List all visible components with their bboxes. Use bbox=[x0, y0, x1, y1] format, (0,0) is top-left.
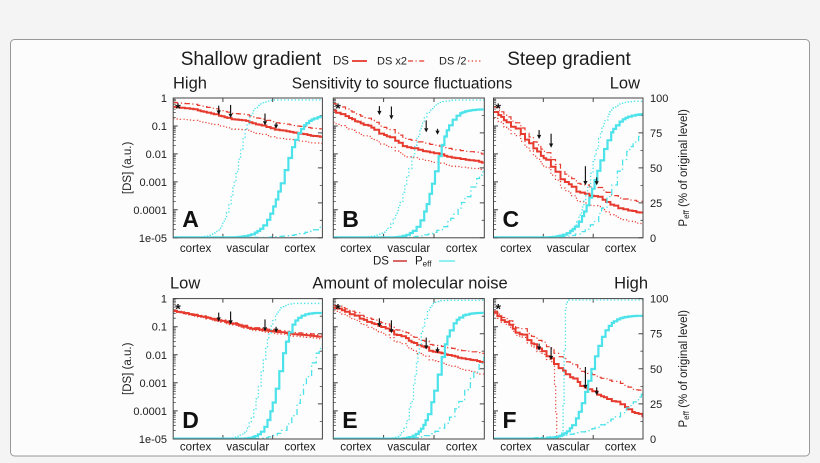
svg-text:Peff (% of original level): Peff (% of original level) bbox=[678, 109, 691, 227]
svg-text:1e-05: 1e-05 bbox=[139, 434, 167, 446]
svg-text:DS x2: DS x2 bbox=[377, 56, 407, 68]
svg-text:0: 0 bbox=[650, 233, 656, 245]
svg-text:Amount of molecular noise: Amount of molecular noise bbox=[312, 275, 507, 293]
svg-text:Steep gradient: Steep gradient bbox=[507, 49, 631, 70]
svg-text:0.0001: 0.0001 bbox=[133, 406, 167, 418]
svg-text:25: 25 bbox=[650, 399, 662, 411]
svg-text:0.01: 0.01 bbox=[146, 350, 167, 362]
svg-text:cortex: cortex bbox=[180, 441, 212, 453]
svg-text:vascular: vascular bbox=[387, 441, 430, 453]
svg-text:cortex: cortex bbox=[180, 243, 212, 255]
svg-text:*: * bbox=[496, 100, 502, 116]
svg-text:A: A bbox=[182, 206, 199, 232]
svg-text:High: High bbox=[614, 275, 648, 293]
svg-text:50: 50 bbox=[650, 364, 662, 376]
svg-text:Peff: Peff bbox=[415, 256, 432, 269]
svg-text:cortex: cortex bbox=[340, 441, 372, 453]
svg-text:DS /2: DS /2 bbox=[439, 56, 467, 68]
svg-text:DS: DS bbox=[373, 256, 389, 268]
svg-text:vascular: vascular bbox=[547, 243, 590, 255]
svg-text:cortex: cortex bbox=[340, 243, 372, 255]
svg-text:cortex: cortex bbox=[500, 243, 532, 255]
svg-text:75: 75 bbox=[650, 128, 662, 140]
svg-text:Low: Low bbox=[610, 75, 640, 93]
svg-text:cortex: cortex bbox=[446, 243, 478, 255]
svg-text:0: 0 bbox=[650, 434, 656, 446]
svg-text:cortex: cortex bbox=[605, 441, 637, 453]
svg-text:100: 100 bbox=[650, 93, 668, 105]
svg-text:[DS] (a.u.): [DS] (a.u.) bbox=[122, 142, 134, 195]
svg-text:cortex: cortex bbox=[605, 243, 637, 255]
svg-text:DS: DS bbox=[333, 56, 349, 68]
svg-text:*: * bbox=[175, 100, 181, 116]
svg-text:0.1: 0.1 bbox=[152, 322, 167, 334]
svg-text:vascular: vascular bbox=[387, 243, 430, 255]
svg-text:*: * bbox=[175, 301, 181, 317]
svg-text:vascular: vascular bbox=[226, 243, 269, 255]
svg-text:0.001: 0.001 bbox=[139, 177, 167, 189]
svg-text:1: 1 bbox=[161, 93, 167, 105]
svg-text:cortex: cortex bbox=[284, 441, 316, 453]
svg-text:Peff (% of original level): Peff (% of original level) bbox=[678, 310, 691, 428]
svg-text:75: 75 bbox=[650, 329, 662, 341]
svg-text:1: 1 bbox=[161, 294, 167, 306]
svg-text:[DS] (a.u.): [DS] (a.u.) bbox=[122, 342, 134, 395]
svg-text:cortex: cortex bbox=[500, 441, 532, 453]
svg-text:vascular: vascular bbox=[547, 441, 590, 453]
svg-text:High: High bbox=[173, 75, 207, 93]
svg-text:Sensitivity to source fluctuat: Sensitivity to source fluctuations bbox=[292, 76, 513, 93]
svg-text:cortex: cortex bbox=[284, 243, 316, 255]
svg-text:50: 50 bbox=[650, 163, 662, 175]
svg-text:Shallow gradient: Shallow gradient bbox=[181, 49, 322, 70]
svg-text:100: 100 bbox=[650, 294, 668, 306]
svg-text:C: C bbox=[503, 206, 520, 232]
svg-text:0.1: 0.1 bbox=[152, 121, 167, 133]
svg-text:F: F bbox=[503, 407, 517, 433]
svg-text:*: * bbox=[496, 301, 502, 317]
svg-text:B: B bbox=[342, 206, 359, 232]
svg-text:Low: Low bbox=[170, 275, 200, 293]
svg-text:cortex: cortex bbox=[446, 441, 478, 453]
svg-text:1e-05: 1e-05 bbox=[139, 233, 167, 245]
svg-text:E: E bbox=[342, 407, 357, 433]
svg-text:vascular: vascular bbox=[226, 441, 269, 453]
svg-text:*: * bbox=[335, 301, 341, 317]
svg-text:25: 25 bbox=[650, 198, 662, 210]
svg-text:0.001: 0.001 bbox=[139, 378, 167, 390]
svg-text:0.01: 0.01 bbox=[146, 149, 167, 161]
svg-text:D: D bbox=[182, 407, 199, 433]
svg-text:0.0001: 0.0001 bbox=[133, 205, 167, 217]
svg-text:*: * bbox=[335, 100, 341, 116]
